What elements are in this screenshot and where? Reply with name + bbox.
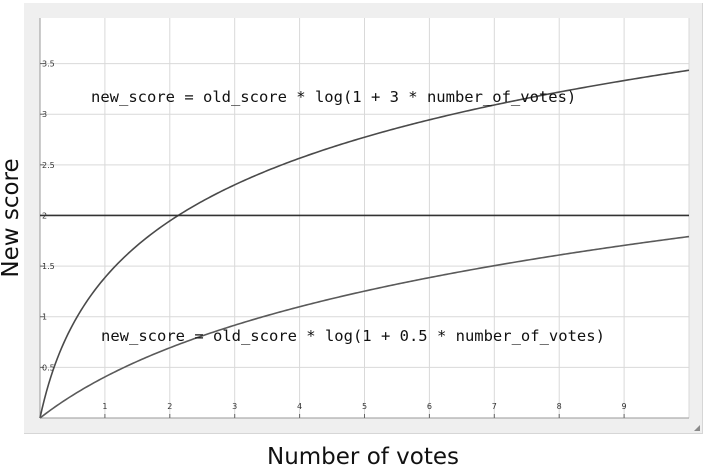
x-tick-label: 6 <box>427 402 432 411</box>
x-tick-label: 2 <box>167 402 172 411</box>
axes <box>39 18 689 419</box>
annotation-upper-formula: new_score = old_score * log(1 + 3 * numb… <box>91 88 576 106</box>
x-axis-title: Number of votes <box>267 444 459 465</box>
x-tick-label: 8 <box>557 402 562 411</box>
x-tick-label: 9 <box>622 402 627 411</box>
series-lines <box>39 69 690 419</box>
series-line-log-3 <box>39 69 690 419</box>
x-tick-label: 5 <box>362 402 367 411</box>
annotation-lower-formula: new_score = old_score * log(1 + 0.5 * nu… <box>101 327 605 345</box>
y-tick-label: 0.5 <box>42 363 55 372</box>
y-tick-label: 1.5 <box>42 262 55 271</box>
y-tick-label: 2.5 <box>42 161 55 170</box>
grid-lines <box>40 18 690 418</box>
resize-grip-icon[interactable] <box>694 425 700 431</box>
x-tick-label: 4 <box>297 402 302 411</box>
x-tick-label: 3 <box>232 402 237 411</box>
x-tick-label: 1 <box>102 402 107 411</box>
y-tick-label: 1 <box>42 313 47 322</box>
series-line-log-half <box>39 235 690 419</box>
y-tick-label: 3 <box>42 110 47 119</box>
tick-labels: 0.511.522.533.51 2 3 4 5 6 7 8 9 <box>42 60 627 411</box>
y-tick-label: 3.5 <box>42 60 55 69</box>
x-tick-label: 7 <box>492 402 497 411</box>
y-axis-title: New score <box>0 158 24 277</box>
